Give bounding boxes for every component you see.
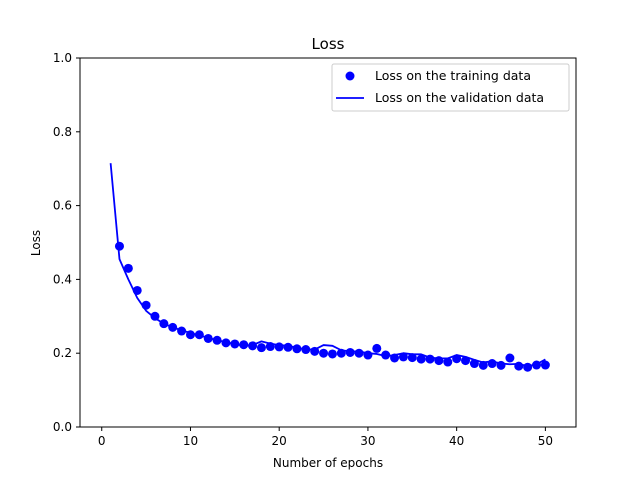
training-data-point <box>478 360 488 370</box>
training-data-point <box>540 360 550 370</box>
training-data-point <box>265 342 275 352</box>
training-data-point <box>230 339 240 349</box>
training-data-point <box>425 354 435 364</box>
legend-frame <box>331 63 570 112</box>
x-axis-label: Number of epochs <box>273 456 383 470</box>
training-data-point <box>168 322 178 332</box>
y-tick-label: 1.0 <box>53 51 72 65</box>
training-data-point <box>203 333 213 343</box>
training-data-point <box>159 319 169 329</box>
training-data-point <box>274 342 284 352</box>
training-data-point <box>327 349 337 359</box>
training-data-point <box>363 350 373 360</box>
training-data-point <box>132 285 142 295</box>
training-data-point <box>452 354 462 364</box>
x-tick-label: 30 <box>360 434 375 448</box>
training-data-point <box>283 342 293 352</box>
training-data-point <box>221 338 231 348</box>
training-data-point <box>150 311 160 321</box>
training-data-point <box>354 348 364 358</box>
training-data-point <box>398 352 408 362</box>
training-data-point <box>336 348 346 358</box>
training-data-point <box>381 350 391 360</box>
y-axis: 0.0 0.2 0.4 0.6 0.8 1.0 <box>53 51 80 434</box>
training-data-point <box>372 343 382 353</box>
chart-title: Loss <box>312 35 345 53</box>
training-data-point <box>523 362 533 372</box>
x-tick-label: 10 <box>183 434 198 448</box>
training-data-point <box>461 356 471 366</box>
training-data-point <box>416 354 426 364</box>
legend-label-validation: Loss on the validation data <box>375 90 544 105</box>
plot-area <box>109 163 550 372</box>
legend: Loss on the training data Loss on the va… <box>331 63 570 112</box>
training-data-point <box>194 330 204 340</box>
legend-label-training: Loss on the training data <box>375 68 531 83</box>
training-data-point <box>310 346 320 356</box>
training-data-point <box>434 356 444 366</box>
training-data-point <box>239 340 249 350</box>
training-data-point <box>185 330 195 340</box>
y-tick-label: 0.2 <box>53 346 72 360</box>
training-data-point <box>319 348 329 358</box>
training-data-point <box>301 345 311 355</box>
training-data-point <box>177 326 187 336</box>
y-tick-label: 0.6 <box>53 199 72 213</box>
x-axis: 0 10 20 30 40 50 <box>98 427 553 448</box>
training-data-point <box>407 353 417 363</box>
axes-frame <box>79 57 577 428</box>
x-tick-label: 50 <box>538 434 553 448</box>
x-tick-label: 0 <box>98 434 106 448</box>
training-data-point <box>496 360 506 370</box>
training-data-point <box>514 361 524 371</box>
training-data-point <box>345 347 355 357</box>
y-tick-label: 0.8 <box>53 125 72 139</box>
training-data-point <box>256 343 266 353</box>
x-tick-label: 40 <box>449 434 464 448</box>
y-tick-label: 0.4 <box>53 272 72 286</box>
training-data-point <box>505 353 515 363</box>
training-data-point <box>141 300 151 310</box>
training-data-point <box>114 241 124 251</box>
training-data-point <box>123 263 133 273</box>
y-axis-label: Loss <box>29 230 43 256</box>
training-data-point <box>469 359 479 369</box>
legend-marker-training <box>345 71 355 81</box>
training-data-point <box>443 357 453 367</box>
x-tick-label: 20 <box>272 434 287 448</box>
training-data-point <box>292 344 302 354</box>
training-data-point <box>248 341 258 351</box>
training-data-point <box>532 360 542 370</box>
y-tick-label: 0.0 <box>53 420 72 434</box>
training-data-point <box>212 335 222 345</box>
training-data-point <box>487 359 497 369</box>
training-data-point <box>390 353 400 363</box>
